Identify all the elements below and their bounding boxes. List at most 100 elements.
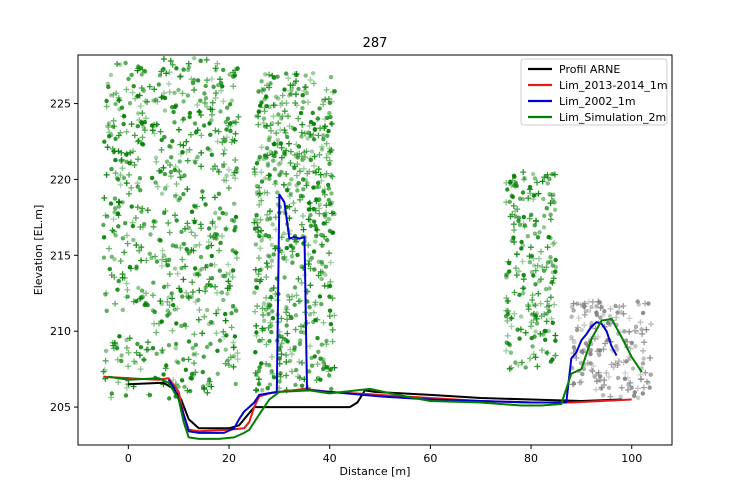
cloud-point <box>165 219 172 226</box>
cloud-point <box>569 334 574 340</box>
chart-title: 287 <box>363 36 388 51</box>
cloud-point <box>213 210 218 216</box>
cloud-point <box>305 136 310 141</box>
cloud-point <box>173 341 179 347</box>
cloud-point <box>310 110 315 116</box>
cloud-point <box>317 294 323 299</box>
cloud-point <box>282 129 289 136</box>
cloud-point <box>223 271 230 278</box>
cloud-point <box>166 271 173 278</box>
cloud-point <box>164 282 171 289</box>
cloud-point <box>532 302 539 309</box>
cloud-point <box>208 111 215 118</box>
cloud-point <box>541 225 547 230</box>
cloud-point <box>228 121 233 126</box>
cloud-point <box>548 315 555 322</box>
cloud-point <box>149 127 156 134</box>
cloud-point <box>129 219 136 226</box>
cloud-point <box>134 299 139 304</box>
cloud-point <box>195 154 200 160</box>
cloud-point <box>519 239 524 245</box>
cloud-point <box>640 310 646 316</box>
cloud-point <box>124 240 131 247</box>
cloud-point <box>290 200 297 206</box>
cloud-point <box>215 306 222 313</box>
cloud-point <box>108 93 114 98</box>
cloud-point <box>300 93 305 98</box>
cloud-point <box>618 309 624 315</box>
cloud-point <box>220 98 227 105</box>
cloud-point <box>308 133 313 139</box>
cloud-point <box>278 351 285 358</box>
cloud-point <box>580 349 586 356</box>
cloud-point <box>263 233 269 238</box>
cloud-point <box>329 200 335 205</box>
cloud-point <box>153 329 160 336</box>
cloud-point <box>200 384 206 389</box>
cloud-point <box>207 147 213 153</box>
cloud-point <box>103 171 110 178</box>
cloud-point <box>297 341 303 347</box>
cloud-point <box>172 90 177 96</box>
cloud-point <box>311 169 316 175</box>
cloud-point <box>287 148 294 155</box>
cloud-point <box>205 382 210 387</box>
cloud-point <box>123 384 130 391</box>
cloud-point <box>207 106 214 113</box>
cloud-point <box>264 103 269 109</box>
cloud-point <box>230 248 235 253</box>
cloud-point <box>150 308 156 313</box>
cloud-point <box>259 327 266 334</box>
cloud-point <box>229 136 236 143</box>
cloud-point <box>551 239 558 246</box>
cloud-point <box>214 289 221 296</box>
cloud-point <box>278 144 285 151</box>
cloud-point <box>547 286 552 291</box>
cloud-point <box>139 72 144 77</box>
cloud-point <box>195 316 202 323</box>
cloud-point <box>153 180 158 185</box>
cloud-point <box>198 58 203 63</box>
cloud-point <box>318 377 323 382</box>
cloud-point <box>287 181 292 187</box>
cloud-point <box>228 139 235 146</box>
cloud-point <box>174 66 179 71</box>
cloud-point <box>203 202 208 207</box>
cloud-point <box>268 323 274 328</box>
cloud-point <box>590 362 597 369</box>
cloud-point <box>310 309 317 316</box>
cloud-point <box>547 176 552 182</box>
cloud-point <box>550 270 555 275</box>
cloud-point <box>141 127 148 134</box>
cloud-point <box>589 320 594 326</box>
cloud-point <box>503 295 510 301</box>
cloud-point <box>511 227 518 233</box>
cloud-point <box>315 180 321 186</box>
cloud-point <box>295 115 302 122</box>
cloud-point <box>137 224 144 230</box>
cloud-point <box>285 293 291 298</box>
cloud-point <box>608 361 615 368</box>
cloud-point <box>110 117 117 124</box>
cloud-point <box>553 257 558 263</box>
x-tick-label: 40 <box>323 452 337 465</box>
cloud-point <box>161 372 166 377</box>
cloud-point <box>294 161 301 168</box>
cloud-point <box>320 261 325 267</box>
cloud-point <box>613 314 620 321</box>
cloud-point <box>196 241 203 248</box>
cloud-point <box>312 126 318 132</box>
cloud-point <box>508 180 513 185</box>
cloud-point <box>225 185 232 191</box>
cloud-point <box>277 102 284 109</box>
cloud-point <box>232 228 237 233</box>
cloud-point <box>220 84 225 89</box>
cloud-point <box>307 312 313 317</box>
cloud-point <box>594 304 599 309</box>
cloud-point <box>125 349 132 356</box>
cloud-point <box>272 214 279 221</box>
cloud-point <box>624 375 631 382</box>
cloud-point <box>268 295 275 302</box>
cloud-point <box>271 158 276 163</box>
cloud-point <box>296 86 301 92</box>
